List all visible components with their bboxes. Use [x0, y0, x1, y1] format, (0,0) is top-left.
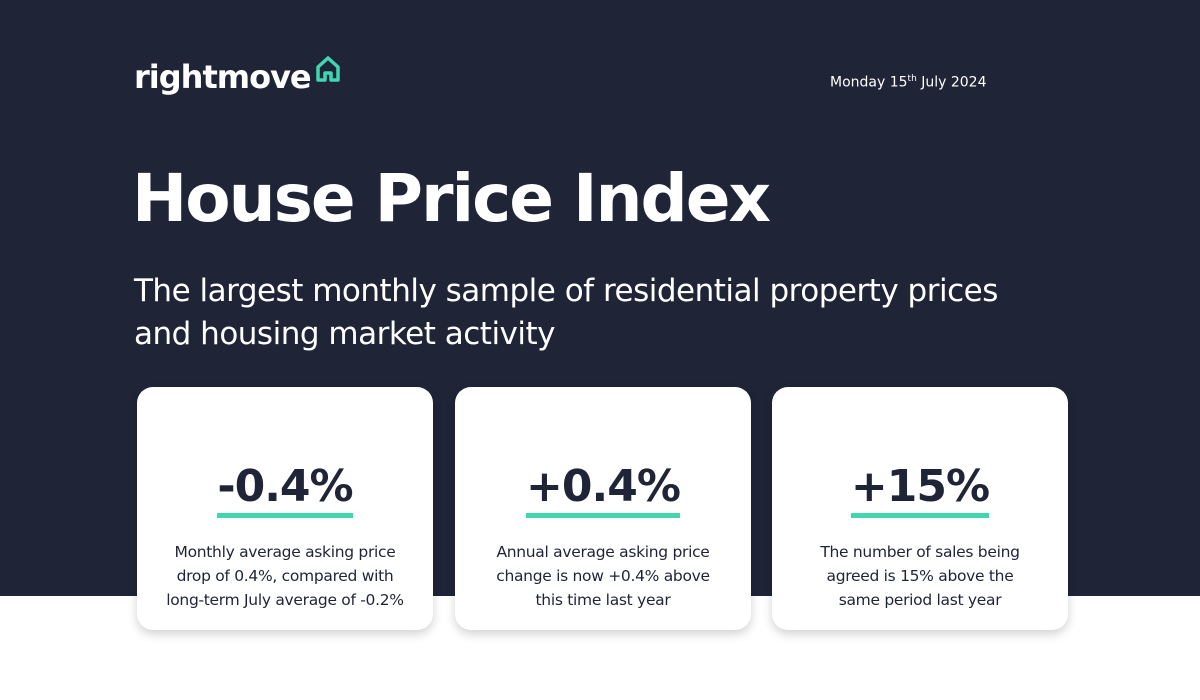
- date-month-year: July 2024: [921, 74, 987, 91]
- logo-icon: [315, 56, 340, 82]
- stat-card: +15% The number of sales being agreed is 1…: [772, 387, 1068, 630]
- date-suffix: th: [907, 74, 917, 84]
- logo: rightmove: [134, 56, 341, 96]
- description-line: Monthly average asking price: [174, 543, 396, 561]
- subtitle: The largest monthly sample of residentia…: [134, 270, 998, 356]
- description-line: change is now +0.4% above: [496, 567, 710, 585]
- stat-value: +0.4%: [526, 465, 681, 518]
- logo-text: rightmove: [134, 58, 312, 96]
- stat-description: The number of sales being agreed is 15% a…: [772, 540, 1068, 612]
- description-line: The number of sales being: [820, 543, 1020, 561]
- description-line: long-term July average of -0.2%: [166, 591, 404, 609]
- description-line: drop of 0.4%, compared with: [176, 567, 394, 585]
- title: House Price Index: [132, 160, 771, 237]
- subtitle-line: The largest monthly sample of residentia…: [134, 273, 998, 309]
- description-line: same period last year: [838, 591, 1002, 609]
- date-day: Monday 15: [830, 74, 908, 91]
- stat-description: Annual average asking price change is now…: [455, 540, 751, 612]
- subtitle-line: and housing market activity: [134, 316, 556, 352]
- date: Monday 15th July 2024: [830, 74, 987, 91]
- description-line: this time last year: [535, 591, 671, 609]
- stat-value: -0.4%: [217, 465, 354, 518]
- stat-card: -0.4% Monthly average asking price drop of…: [137, 387, 433, 630]
- stat-value: +15%: [850, 465, 990, 518]
- stat-card: +0.4% Annual average asking price change i…: [455, 387, 751, 630]
- description-line: agreed is 15% above the: [826, 567, 1014, 585]
- description-line: Annual average asking price: [496, 543, 710, 561]
- stat-description: Monthly average asking price drop of 0.4%…: [137, 540, 433, 612]
